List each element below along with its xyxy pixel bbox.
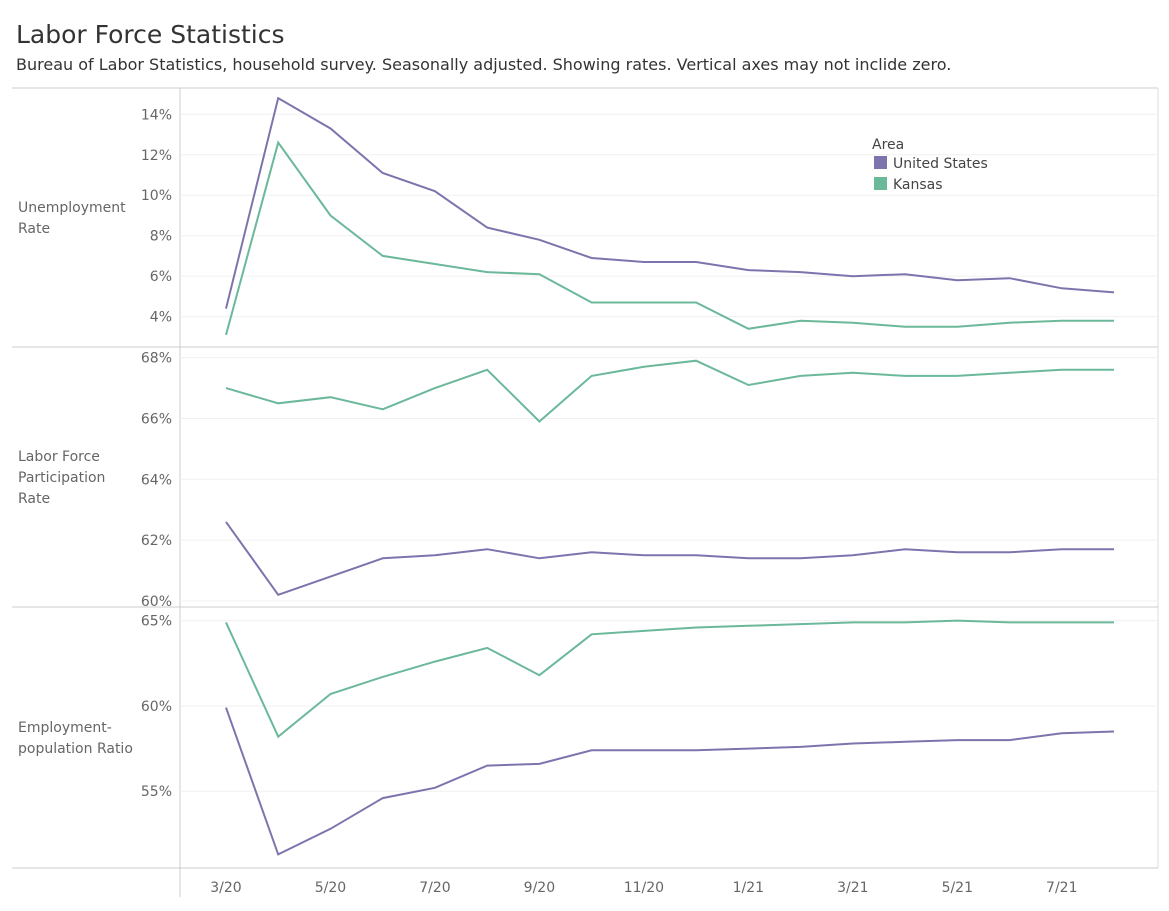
x-tick-label: 11/20 <box>624 880 664 896</box>
y-axis-label: Unemployment <box>18 200 126 216</box>
y-tick-label: 64% <box>141 472 172 488</box>
page-subtitle: Bureau of Labor Statistics, household su… <box>16 55 952 74</box>
y-axis-label: population Ratio <box>18 741 133 757</box>
series-line-kansas <box>225 140 1114 336</box>
series-line-united-states <box>225 707 1115 856</box>
y-axis-label: Employment- <box>18 720 112 736</box>
x-tick-label: 3/21 <box>837 880 868 896</box>
series-line-united-states <box>225 96 1115 309</box>
panel-1: 60% 62% 64% 66% 68% Labor Force Participation R… <box>12 351 1158 610</box>
panel-2: 55% 60% 65% Employment-population Ratio <box>12 614 1158 869</box>
y-tick-label: 60% <box>141 699 172 715</box>
series-line-kansas <box>225 619 1114 739</box>
y-tick-label: 62% <box>141 533 172 549</box>
y-axis-label: Rate <box>18 491 50 507</box>
x-tick-label: 7/20 <box>419 880 450 896</box>
page-title: Labor Force Statistics <box>16 20 285 49</box>
legend-entry: Kansas <box>893 177 943 193</box>
x-tick-label: 3/20 <box>210 880 241 896</box>
x-tick-label: 5/20 <box>315 880 346 896</box>
y-tick-label: 68% <box>141 351 172 367</box>
series-line-kansas <box>225 359 1114 423</box>
y-tick-label: 14% <box>141 107 172 123</box>
legend-title: Area <box>872 137 904 153</box>
y-tick-label: 55% <box>141 784 172 800</box>
y-tick-label: 60% <box>141 594 172 610</box>
x-tick-label: 5/21 <box>942 880 973 896</box>
y-tick-label: 10% <box>141 188 172 204</box>
y-tick-label: 4% <box>150 310 172 326</box>
x-tick-label: 7/21 <box>1046 880 1077 896</box>
y-tick-label: 6% <box>150 269 172 285</box>
legend-entry: United States <box>893 156 988 172</box>
y-tick-label: 8% <box>150 229 172 245</box>
series-line-united-states <box>225 521 1114 596</box>
y-axis-label: Rate <box>18 221 50 237</box>
legend-swatch <box>874 156 887 169</box>
y-tick-label: 12% <box>141 148 172 164</box>
y-tick-label: 66% <box>141 411 172 427</box>
x-tick-label: 1/21 <box>733 880 764 896</box>
panel-0: 4% 6% 8% 10% 12% 14% Unemployment Rate <box>12 96 1158 348</box>
y-axis-label: Participation <box>18 470 105 486</box>
x-tick-label: 9/20 <box>524 880 555 896</box>
legend-swatch <box>874 177 887 190</box>
legend: Area United States Kansas <box>872 137 988 193</box>
y-axis-label: Labor Force <box>18 449 100 465</box>
y-tick-label: 65% <box>141 614 172 630</box>
